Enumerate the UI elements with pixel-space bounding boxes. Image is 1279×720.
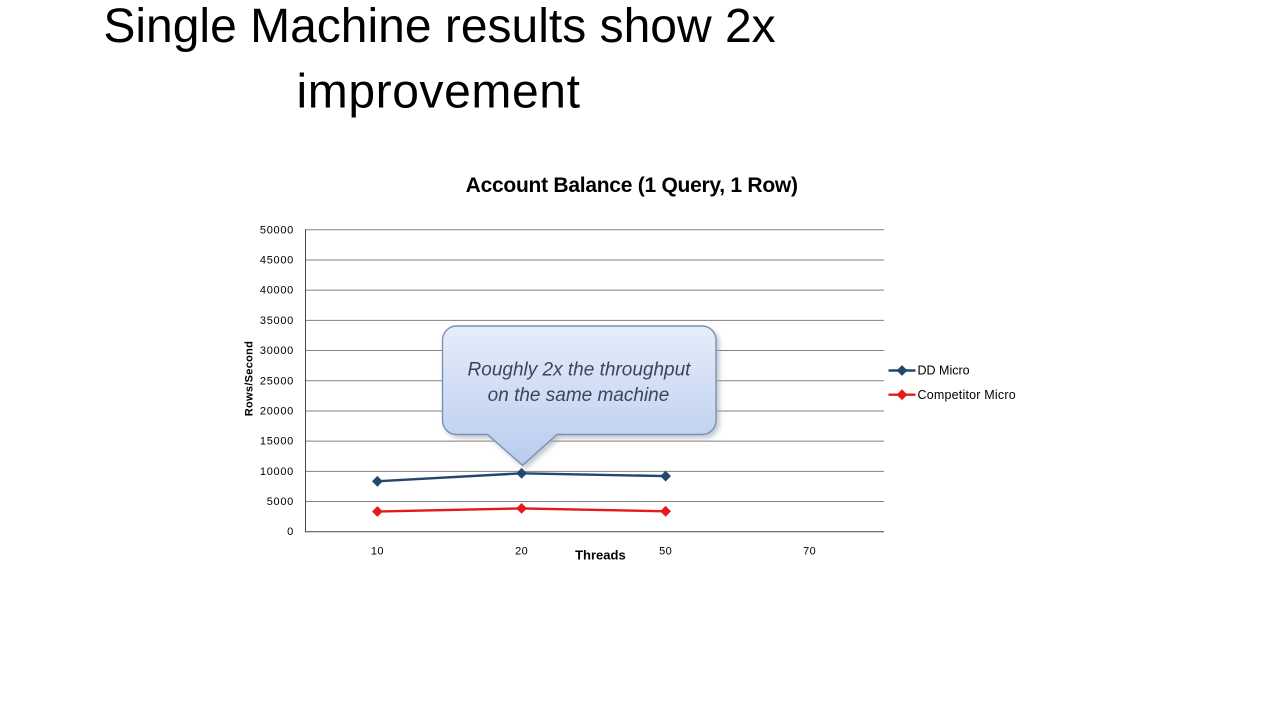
svg-text:0: 0 (287, 526, 294, 538)
svg-text:Threads: Threads (575, 548, 626, 563)
svg-text:25000: 25000 (260, 375, 294, 387)
svg-text:50: 50 (659, 545, 672, 557)
svg-text:50000: 50000 (260, 224, 294, 236)
svg-text:30000: 30000 (260, 345, 294, 357)
svg-text:45000: 45000 (260, 254, 294, 266)
svg-text:improvement: improvement (296, 66, 580, 119)
svg-text:5000: 5000 (267, 496, 294, 508)
svg-text:Account Balance (1 Query, 1 Ro: Account Balance (1 Query, 1 Row) (466, 174, 798, 197)
svg-text:10: 10 (371, 545, 384, 557)
svg-text:Single Machine results show 2x: Single Machine results show 2x (103, 0, 775, 53)
svg-text:20000: 20000 (260, 405, 294, 417)
svg-text:70: 70 (803, 545, 816, 557)
svg-text:DD Micro: DD Micro (918, 364, 970, 378)
svg-text:35000: 35000 (260, 315, 294, 327)
svg-text:40000: 40000 (260, 285, 294, 297)
svg-text:Rows/Second: Rows/Second (244, 341, 256, 416)
svg-text:Competitor Micro: Competitor Micro (918, 388, 1016, 402)
svg-text:20: 20 (515, 545, 528, 557)
svg-text:10000: 10000 (260, 466, 294, 478)
svg-text:on the same machine: on the same machine (488, 385, 670, 406)
svg-text:15000: 15000 (260, 436, 294, 448)
svg-text:Roughly 2x the throughput: Roughly 2x the throughput (468, 360, 692, 381)
